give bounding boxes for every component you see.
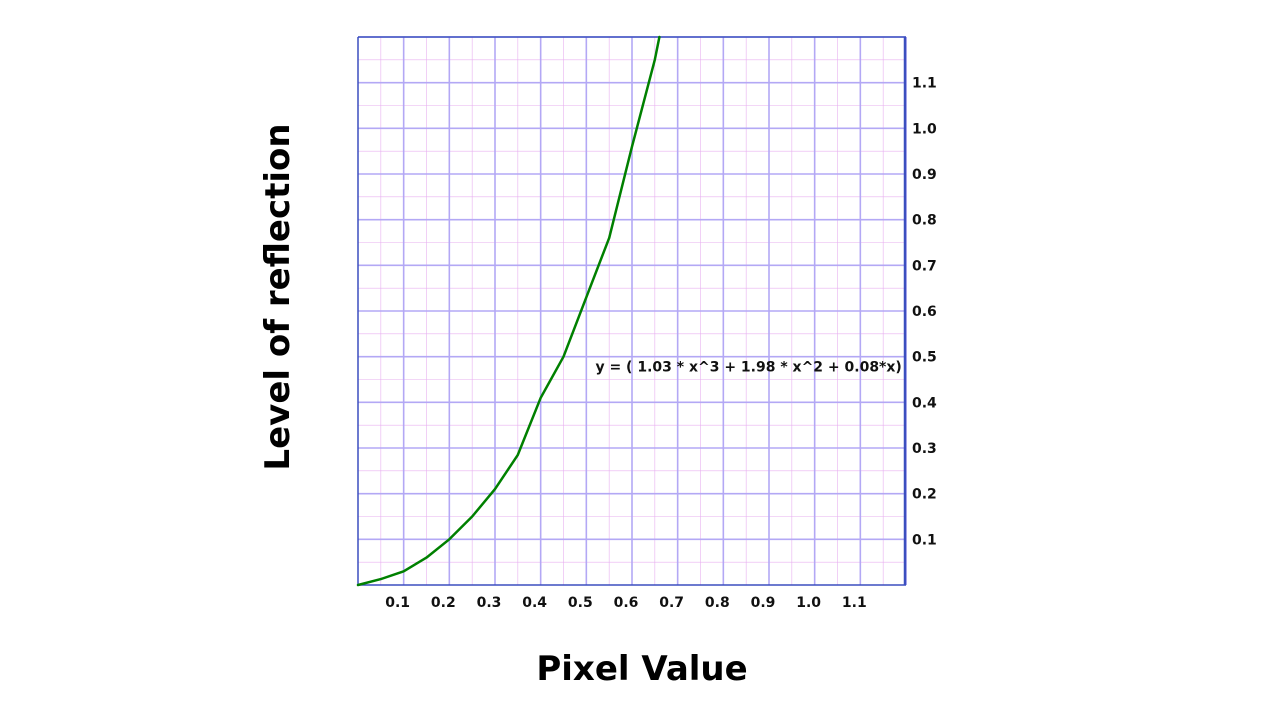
x-tick-label: 0.2 xyxy=(431,595,456,611)
y-tick-label: 0.8 xyxy=(912,213,937,229)
equation-annotation: y = ( 1.03 * x^3 + 1.98 * x^2 + 0.08*x) xyxy=(595,360,901,376)
series-line-0 xyxy=(356,35,661,587)
y-tick-label: 0.6 xyxy=(912,304,937,320)
y-tick-labels: 0.1 0.2 0.3 0.4 0.5 0.6 0.7 0.8 0.9 1.0 1.1 xyxy=(912,76,937,549)
x-tick-label: 0.3 xyxy=(477,595,502,611)
series-layer xyxy=(356,35,661,587)
y-tick-label: 0.1 xyxy=(912,532,937,548)
x-tick-label: 0.4 xyxy=(522,595,547,611)
x-tick-label: 0.5 xyxy=(568,595,593,611)
x-axis-title: Pixel Value xyxy=(536,649,747,689)
x-tick-label: 1.1 xyxy=(842,595,867,611)
x-tick-label: 0.8 xyxy=(705,595,730,611)
x-tick-label: 0.1 xyxy=(385,595,410,611)
y-tick-label: 0.5 xyxy=(912,350,937,366)
x-tick-labels: 0.1 0.2 0.3 0.4 0.5 0.6 0.7 0.8 0.9 1.0 1.1 xyxy=(385,595,866,611)
y-tick-label: 1.0 xyxy=(912,121,937,137)
y-tick-label: 0.2 xyxy=(912,487,937,503)
y-tick-label: 0.3 xyxy=(912,441,937,457)
grid xyxy=(358,36,907,585)
axes xyxy=(357,36,907,586)
y-tick-label: 0.9 xyxy=(912,167,937,183)
y-tick-label: 1.1 xyxy=(912,76,937,92)
x-tick-label: 0.6 xyxy=(614,595,639,611)
y-tick-label: 0.4 xyxy=(912,395,937,411)
y-axis-title: Level of reflection xyxy=(258,123,298,470)
x-tick-label: 1.0 xyxy=(796,595,821,611)
x-tick-label: 0.9 xyxy=(751,595,776,611)
y-tick-label: 0.7 xyxy=(912,258,937,274)
x-tick-label: 0.7 xyxy=(659,595,684,611)
